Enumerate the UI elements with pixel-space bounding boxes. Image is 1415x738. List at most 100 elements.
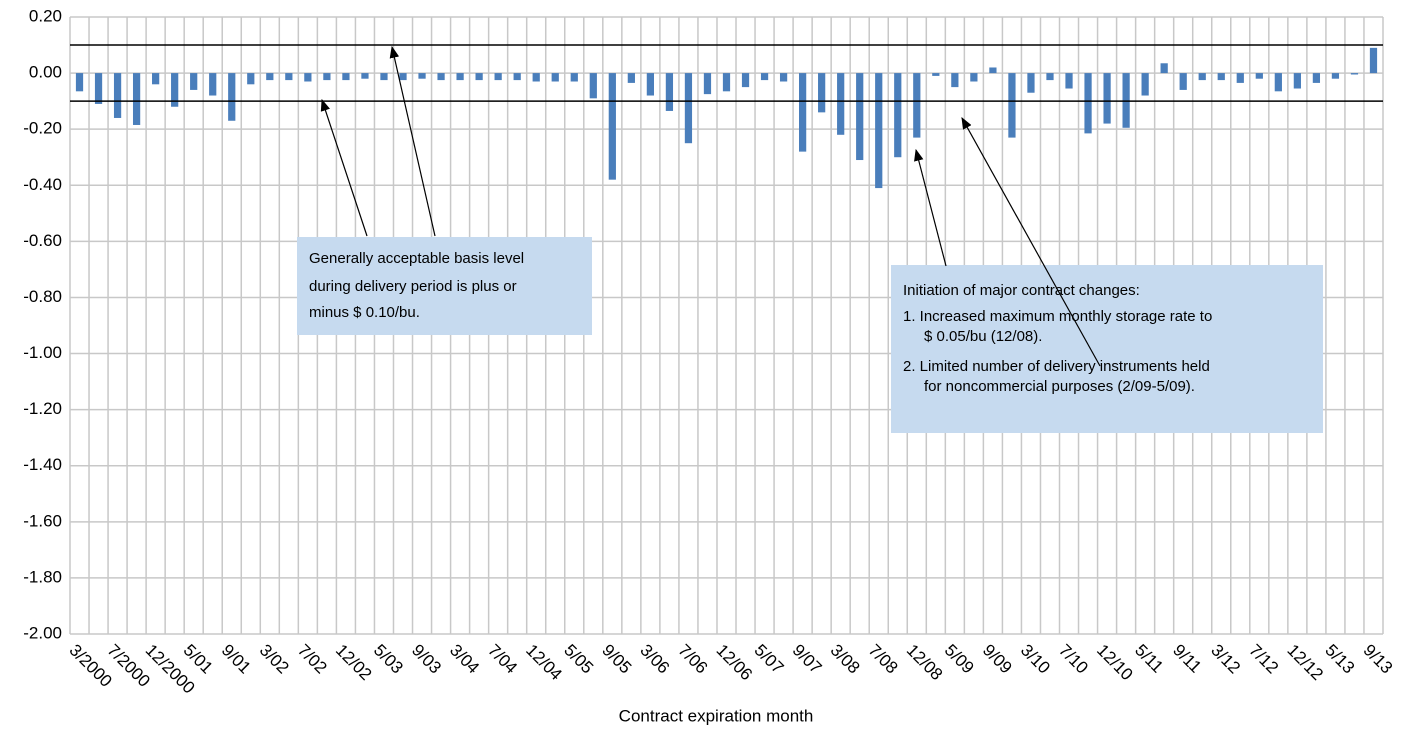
x-tick-label: 7/10 [1055,641,1092,678]
x-tick-label: 12/08 [903,641,947,685]
x-tick-label: 3/06 [636,641,673,678]
bar [799,73,807,152]
bar [75,73,84,92]
bar [722,73,731,92]
annotation-text: 2. Limited number of delivery instrument… [903,358,1210,375]
bar [684,73,693,144]
x-tick-label: 5/07 [751,641,788,678]
x-tick-label: 12/10 [1093,641,1137,685]
x-tick-label: 12/06 [713,641,757,685]
bar [570,73,578,82]
bar [1046,73,1054,81]
annotation-text: Generally acceptable basis level [309,250,524,267]
x-tick-label: 5/13 [1321,641,1358,678]
bar [856,73,864,161]
x-tick-label: 3/04 [446,641,483,678]
bar [1141,73,1149,96]
bar [1179,73,1187,90]
x-tick-label: 7/02 [294,641,331,678]
bar [361,73,369,79]
bar [608,73,616,180]
x-tick-label: 3/12 [1207,641,1244,678]
bar [1331,73,1340,79]
x-tick-label: 7/08 [865,641,902,678]
bar [418,73,426,79]
bar [1293,73,1301,89]
annotation-arrow [961,116,1101,367]
bar [932,73,940,76]
x-tick-label: 5/05 [560,641,597,678]
bar [760,73,769,81]
y-tick-label: -0.80 [23,287,62,306]
annotation-text: for noncommercial purposes (2/09-5/09). [924,378,1195,395]
bar [132,73,141,125]
y-tick-label: -1.60 [23,511,62,530]
bar [913,73,921,138]
bar [209,73,217,96]
x-tick-label: 12/02 [332,641,376,685]
y-tick-label: -0.40 [23,175,62,194]
bar [266,73,274,81]
x-tick-label: 9/13 [1359,641,1396,678]
x-tick-label: 9/11 [1169,641,1205,677]
bar [1008,73,1016,138]
bar [1236,73,1244,83]
bar [190,73,198,90]
x-tick-label: 3/02 [256,641,293,678]
bar [1350,73,1359,75]
bar [1274,73,1282,92]
x-tick-label: 9/03 [408,641,445,678]
bar [456,73,464,81]
bar [1103,73,1111,124]
x-tick-label: 5/09 [941,641,978,678]
x-tick-label: 5/03 [370,641,407,678]
bar [171,73,179,107]
x-tick-label: 5/11 [1131,641,1167,677]
y-tick-label: 0.00 [29,63,62,82]
annotation-arrow [914,148,947,267]
x-tick-label: 3/08 [827,641,864,678]
annotation-arrow [389,45,436,237]
bar [589,73,597,99]
bar [94,73,103,104]
bar [989,67,997,74]
x-tick-label: 9/07 [789,641,826,678]
y-tick-label: -1.20 [23,399,62,418]
bar [304,73,312,82]
annotation-text: $ 0.05/bu (12/08). [924,328,1042,345]
bar [1217,73,1225,81]
y-tick-label: -0.60 [23,231,62,250]
bar [285,73,293,81]
x-tick-label: 7/04 [484,641,521,678]
x-tick-label: 12/04 [522,641,566,685]
bar [1160,63,1168,74]
annotation-text: minus $ 0.10/bu. [309,304,420,321]
y-tick-label: -2.00 [23,623,62,642]
bar [437,73,445,81]
bar [1198,73,1206,81]
bar [894,73,902,158]
annotation-arrow [320,98,368,237]
bar [951,73,959,88]
bar [532,73,540,82]
bar [247,73,255,85]
x-tick-label: 7/06 [674,641,711,678]
x-axis-title: Contract expiration month [619,706,814,725]
bar [818,73,826,113]
x-tick-label: 9/09 [979,641,1016,678]
bar [1312,73,1321,83]
bar [113,73,122,118]
bar [741,73,750,88]
bar [228,73,236,121]
bar [875,73,883,189]
annotation-text: 1. Increased maximum monthly storage rat… [903,308,1212,325]
bar [475,73,483,81]
bar [494,73,502,81]
bar [152,73,160,85]
bar [1369,47,1378,74]
annotation-box [297,237,592,335]
y-tick-label: -1.40 [23,455,62,474]
bar [970,73,978,82]
y-tick-label: -1.80 [23,567,62,586]
